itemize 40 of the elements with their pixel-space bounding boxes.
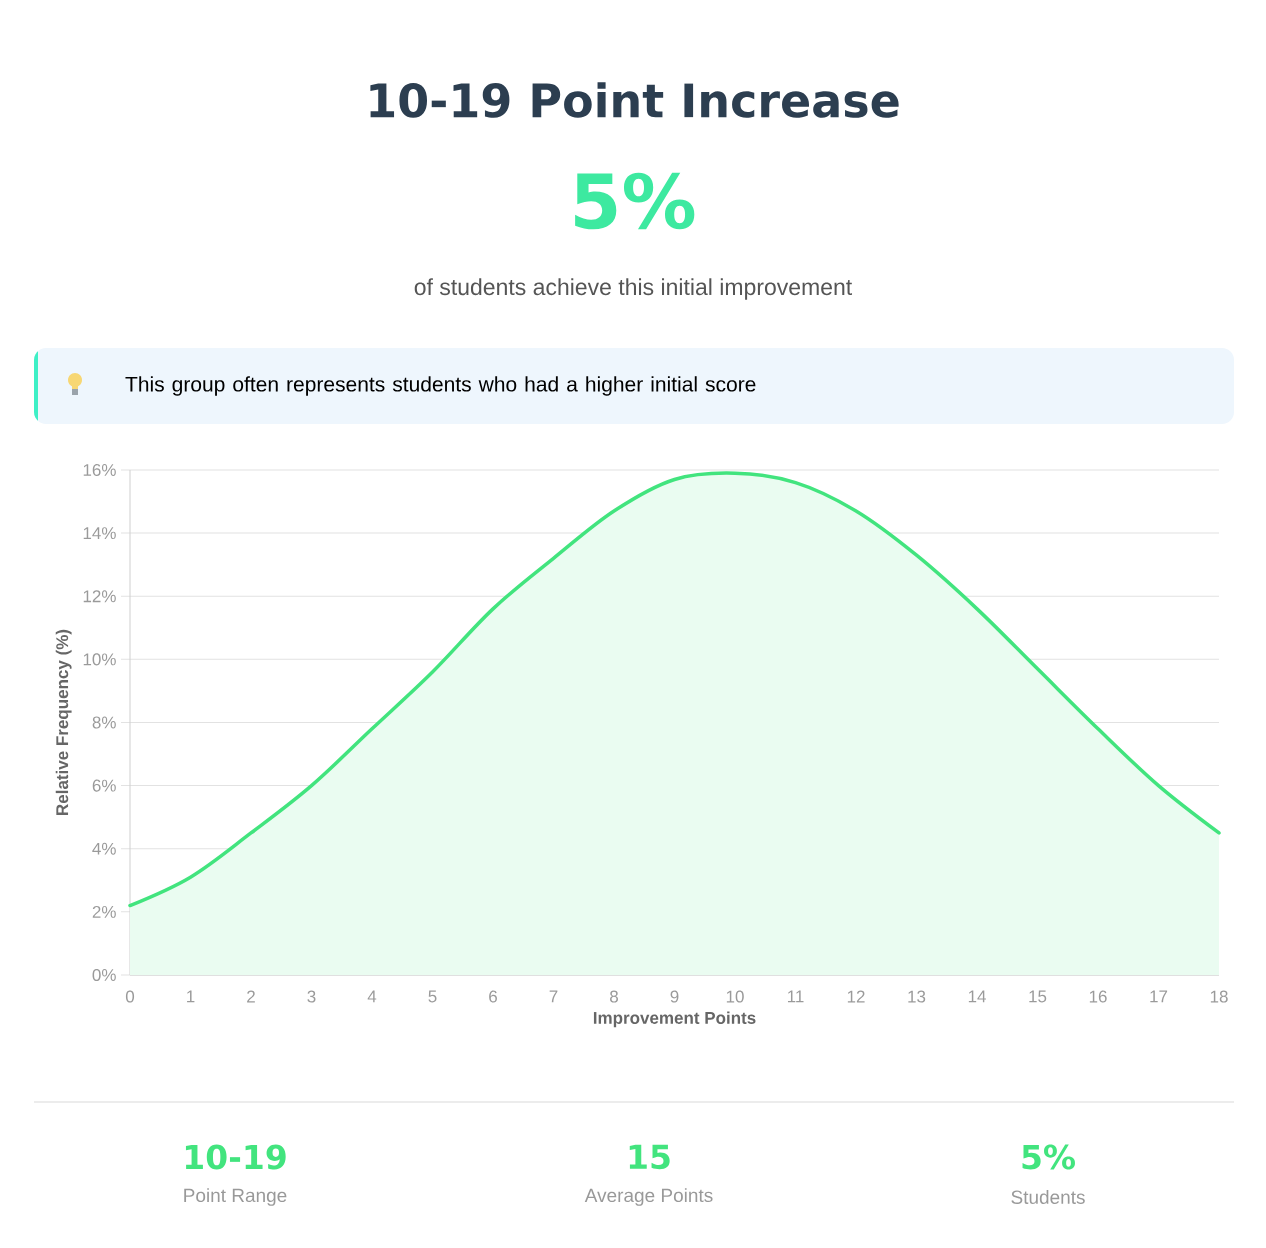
x-tick-label: 10	[726, 990, 744, 1003]
text: Average Points	[584, 1188, 713, 1206]
y-tick-label: 0%	[92, 968, 116, 982]
text: This group often represents students who had a higher initial score	[125, 376, 756, 396]
text: 5%	[1022, 1144, 1075, 1170]
y-tick-label: 14%	[83, 527, 116, 540]
x-tick-label: 7	[549, 990, 558, 1003]
y-tick-label: 8%	[92, 716, 116, 729]
x-tick-label: 15	[1029, 990, 1047, 1003]
x-tick-label: 9	[670, 990, 679, 1003]
x-tick-label: 16	[1089, 990, 1107, 1003]
x-tick-label: 12	[847, 990, 865, 1003]
x-tick-label: 18	[1210, 990, 1228, 1003]
x-tick-label: 13	[908, 990, 926, 1003]
y-tick-label: 4%	[92, 842, 116, 855]
y-tick-label: 6%	[92, 779, 116, 792]
x-tick-label: 11	[787, 990, 804, 1003]
y-axis-title: Relative Frequency (%)	[55, 629, 72, 815]
text: of students achieve this initial improvement	[414, 278, 853, 300]
x-tick-label: 4	[367, 990, 377, 1003]
y-tick-label: 16%	[83, 463, 116, 477]
text: 15	[629, 1144, 670, 1170]
x-tick-label: 8	[610, 990, 618, 1003]
y-tick-label: 2%	[92, 905, 116, 918]
x-tick-label: 2	[247, 990, 255, 1003]
text: Students	[1011, 1190, 1085, 1204]
x-tick-label: 14	[968, 990, 986, 1003]
y-tick-label: 10%	[83, 653, 116, 666]
chart-title: 10-19 Point Increase	[370, 82, 899, 118]
text: Point Range	[184, 1188, 287, 1206]
x-tick-label: 1	[187, 990, 195, 1003]
x-tick-label: 5	[428, 990, 437, 1003]
x-tick-label: 6	[489, 990, 497, 1003]
x-tick-label: 17	[1150, 990, 1168, 1003]
x-axis-title: Improvement Points	[593, 1011, 756, 1028]
text: 10-19	[185, 1144, 286, 1170]
text: 5%	[575, 172, 695, 230]
y-tick-label: 12%	[83, 590, 116, 603]
x-tick-label: 3	[307, 990, 316, 1003]
x-tick-label: 0	[125, 990, 135, 1003]
